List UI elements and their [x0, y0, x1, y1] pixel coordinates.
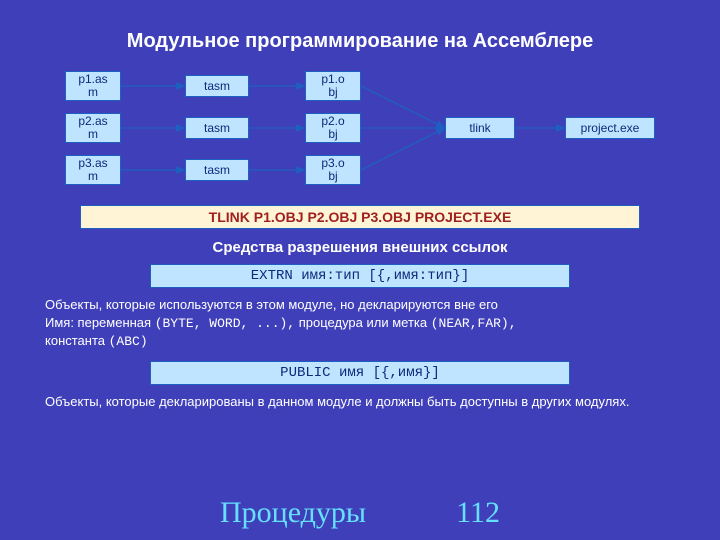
flow-diagram: p1.asm p2.asm p3.asm tasm tasm tasm p1.obj p2.o…	[45, 71, 675, 191]
node-tasm3: tasm	[185, 159, 249, 181]
node-p2obj: p2.obj	[305, 113, 361, 143]
subheading: Средства разрешения внешних ссылок	[45, 239, 675, 256]
node-exe: project.exe	[565, 117, 655, 139]
node-tlink: tlink	[445, 117, 515, 139]
node-p2asm: p2.asm	[65, 113, 121, 143]
node-p1asm: p1.asm	[65, 71, 121, 101]
extrn-syntax-bar: EXTRN имя:тип [{,имя:тип}]	[150, 264, 570, 288]
footer-page-number: 112	[456, 496, 500, 530]
footer-left: Процедуры	[220, 496, 366, 530]
slide: Модульное программирование на Ассемблере…	[0, 0, 720, 540]
desc-mono: (ABC)	[109, 334, 148, 349]
desc-mono: (BYTE, WORD, ...),	[155, 316, 295, 331]
slide-footer: Процедуры 112	[0, 496, 720, 530]
desc-text: константа	[45, 333, 109, 348]
slide-title: Модульное программирование на Ассемблере	[45, 30, 675, 53]
node-p1obj: p1.obj	[305, 71, 361, 101]
node-p3asm: p3.asm	[65, 155, 121, 185]
node-tasm2: tasm	[185, 117, 249, 139]
public-syntax-bar: PUBLIC имя [{,имя}]	[150, 361, 570, 385]
public-description: Объекты, которые декларированы в данном …	[45, 393, 675, 411]
extrn-description: Объекты, которые используются в этом мод…	[45, 296, 675, 351]
desc-text: Имя: переменная	[45, 315, 155, 330]
desc-mono: (NEAR,FAR),	[431, 316, 517, 331]
desc-text: Объекты, которые используются в этом мод…	[45, 297, 498, 312]
tlink-command-bar: TLINK P1.OBJ P2.OBJ P3.OBJ PROJECT.EXE	[80, 205, 640, 229]
node-tasm1: tasm	[185, 75, 249, 97]
node-p3obj: p3.obj	[305, 155, 361, 185]
desc-text: процедура или метка	[295, 315, 431, 330]
